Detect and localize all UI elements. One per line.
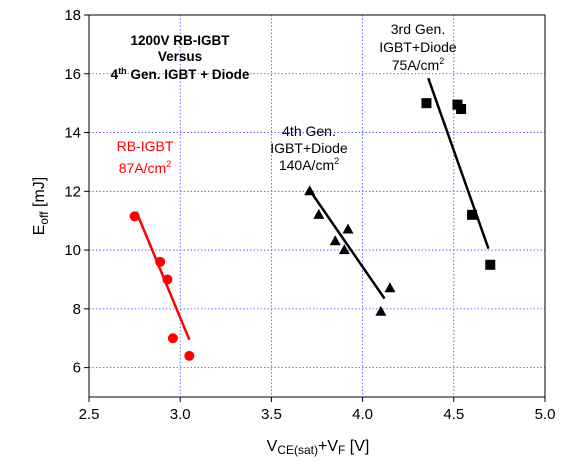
4th-gen-label-line-2: IGBT+Diode [270,140,348,156]
x-tick-label: 3.5 [261,406,282,423]
y-tick-label: 6 [73,360,81,377]
data-point-square [467,209,478,220]
data-point-triangle [329,235,341,246]
data-point-triangle [375,305,387,316]
x-tick-label: 3.0 [170,406,191,423]
title-block: 1200V RB-IGBT Versus 4th Gen. IGBT + Dio… [111,33,250,82]
y-tick-label: 12 [64,183,81,200]
data-points [129,98,496,361]
4th-gen-label-line-1: 4th Gen. [282,123,336,139]
3rd-gen-label-line-3: 75A/cm2 [392,56,444,73]
plot-frame [88,14,546,398]
fit-lines [135,77,490,341]
data-point-square [456,104,467,115]
x-tick-label: 4.0 [352,406,373,423]
y-tick-label: 16 [64,66,81,83]
data-point-circle [167,333,178,344]
data-point-square [485,259,496,270]
x-tick-label: 5.0 [535,406,556,423]
fit-line-series-0 [135,211,191,341]
y-tick-label: 10 [64,242,81,259]
y-axis-title: Eoff [mJ] [31,177,51,235]
data-point-triangle [342,223,354,234]
data-point-triangle [313,208,325,219]
x-tick-label: 2.5 [79,406,100,423]
4th-gen-label-line-3: 140A/cm2 [279,156,339,173]
rb-igbt-label-line-1: RB-IGBT [117,138,174,154]
series-label-3rd-gen: 3rd Gen. IGBT+Diode 75A/cm2 [379,21,457,73]
data-point-circle [162,274,173,285]
axis-ticks: 2.5 3.0 3.5 4.0 4.5 5.0 6 8 10 12 14 16 18 [64,7,555,423]
fit-line-series-2 [427,77,490,250]
data-point-circle [184,350,195,361]
3rd-gen-label-line-2: IGBT+Diode [379,39,457,55]
title-line-1: 1200V RB-IGBT [130,33,230,48]
data-point-triangle [304,185,316,196]
x-tick-label: 4.5 [443,406,464,423]
data-point-square [421,98,432,109]
data-point-triangle [338,244,350,255]
data-point-circle [129,211,140,222]
series-label-rb-igbt: RB-IGBT 87A/cm2 [117,138,174,176]
y-tick-label: 8 [73,301,81,318]
rb-igbt-label-line-2: 87A/cm2 [119,159,171,176]
y-tick-label: 18 [64,7,81,24]
x-axis-title: VCE(sat)+VF [V] [267,438,370,457]
title-line-3: 4th Gen. IGBT + Diode [111,66,250,82]
y-tick-label: 14 [64,125,81,142]
title-line-2: Versus [158,49,202,64]
series-label-4th-gen: 4th Gen. IGBT+Diode 140A/cm2 [270,123,348,173]
3rd-gen-label-line-1: 3rd Gen. [391,21,445,37]
data-point-circle [155,256,166,267]
fit-line-series-1 [310,192,386,300]
data-point-triangle [384,282,396,293]
